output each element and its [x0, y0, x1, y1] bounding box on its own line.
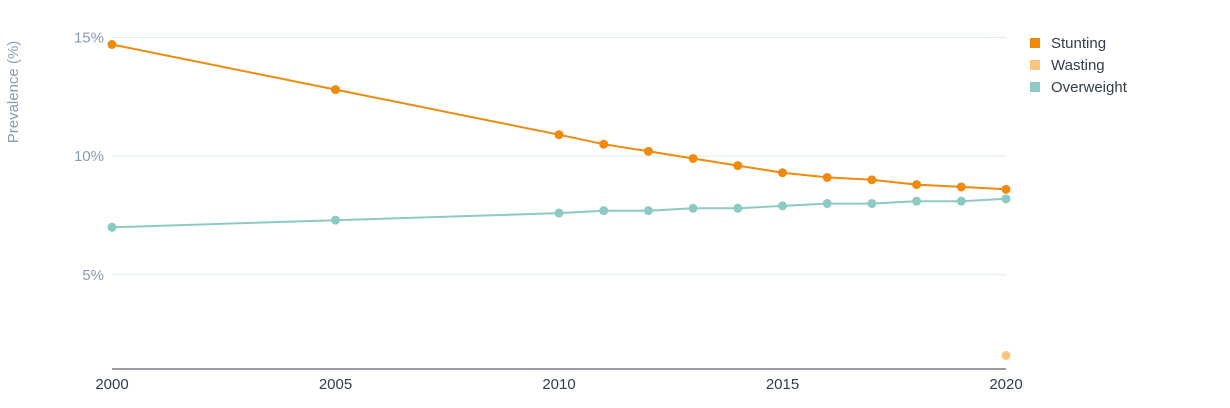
legend-item-stunting[interactable]: Stunting [1030, 35, 1106, 52]
legend-swatch [1030, 82, 1040, 92]
legend-item-wasting[interactable]: Wasting [1030, 57, 1105, 74]
data-point-overweight[interactable] [1001, 194, 1011, 204]
data-point-overweight[interactable] [331, 215, 340, 225]
series-wasting [1001, 351, 1011, 361]
data-point-stunting[interactable] [778, 168, 787, 178]
data-point-overweight[interactable] [867, 199, 877, 209]
legend: Stunting Wasting Overweight [1030, 35, 1128, 96]
data-point-stunting[interactable] [1001, 184, 1011, 194]
legend-swatch [1030, 60, 1040, 70]
legend-item-overweight[interactable]: Overweight [1030, 79, 1128, 96]
data-point-overweight[interactable] [643, 206, 653, 216]
x-tick-label: 2000 [95, 376, 128, 393]
data-point-stunting[interactable] [912, 180, 922, 190]
legend-label: Stunting [1051, 35, 1106, 52]
data-point-stunting[interactable] [554, 130, 564, 140]
legend-label: Wasting [1051, 57, 1105, 74]
x-tick-label: 2010 [542, 376, 575, 393]
data-point-stunting[interactable] [733, 161, 743, 171]
data-point-stunting[interactable] [331, 85, 340, 95]
data-point-overweight[interactable] [912, 196, 922, 206]
legend-swatch [1030, 38, 1040, 48]
legend-label: Overweight [1051, 79, 1128, 96]
series-layer [107, 39, 1011, 361]
series-overweight [107, 194, 1011, 232]
data-point-stunting[interactable] [822, 172, 832, 182]
x-tick-label: 2005 [319, 376, 352, 393]
series-stunting [107, 39, 1011, 194]
data-point-overweight[interactable] [778, 201, 787, 211]
data-point-overweight[interactable] [554, 208, 564, 218]
data-point-stunting[interactable] [599, 139, 609, 149]
data-point-stunting[interactable] [688, 153, 698, 163]
data-point-overweight[interactable] [733, 203, 743, 213]
y-tick-label: 5% [82, 267, 104, 284]
data-point-overweight[interactable] [107, 222, 117, 232]
x-tick-label: 2015 [766, 376, 799, 393]
axes: 5% 10% 15% 2000 2005 2010 2015 2020 Prevalence (… [5, 29, 1023, 393]
series-line-stunting [111, 43, 1007, 191]
data-point-overweight[interactable] [599, 206, 609, 216]
x-tick-label: 2020 [989, 376, 1022, 393]
data-point-stunting[interactable] [643, 146, 653, 156]
data-point-overweight[interactable] [956, 196, 966, 206]
data-point-stunting[interactable] [956, 182, 966, 192]
data-point-overweight[interactable] [688, 203, 698, 213]
y-tick-label: 15% [74, 29, 104, 46]
gridlines [112, 36, 1006, 276]
y-axis-label: Prevalence (%) [5, 41, 22, 144]
data-point-stunting[interactable] [867, 175, 877, 185]
data-point-wasting[interactable] [1001, 351, 1011, 361]
data-point-overweight[interactable] [822, 199, 832, 209]
data-point-stunting[interactable] [107, 39, 117, 49]
y-tick-label: 10% [74, 148, 104, 165]
